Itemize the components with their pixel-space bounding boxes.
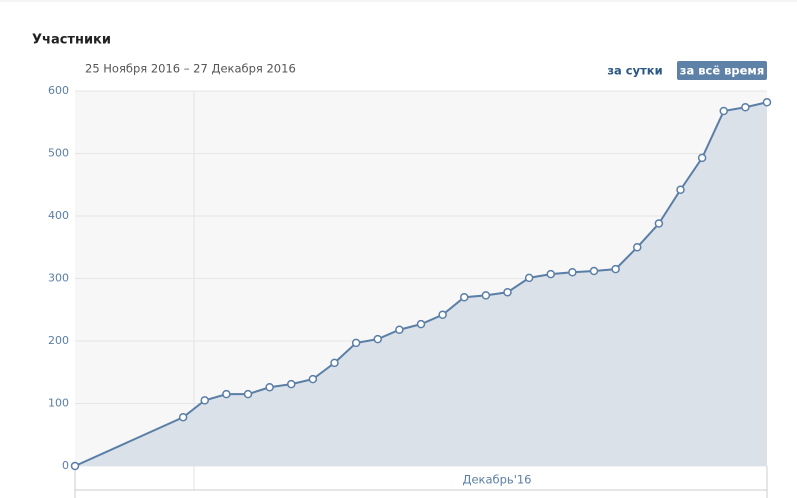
period-button[interactable]: за сутки: [607, 64, 662, 78]
y-tick-label: 600: [48, 84, 69, 97]
y-tick-label: 0: [62, 459, 69, 472]
point: [200, 396, 209, 405]
point: [330, 358, 339, 368]
y-tick-label: 100: [48, 397, 69, 410]
point: [654, 219, 664, 228]
point: [697, 153, 707, 163]
point: [395, 325, 404, 334]
point: [460, 293, 469, 302]
point: [287, 379, 296, 389]
point: [308, 374, 318, 384]
point: [178, 413, 188, 422]
point: [676, 185, 685, 194]
point: [222, 389, 231, 399]
date-range: 25 Ноября 2016 – 27 Декабря 2016: [85, 62, 296, 76]
point: [611, 264, 620, 274]
y-tick-label: 200: [48, 334, 69, 347]
x-axis-label: Декабрь'16: [462, 473, 531, 487]
point: [438, 310, 447, 319]
point: [481, 291, 491, 300]
point: [568, 268, 577, 277]
y-tick-label: 400: [48, 209, 69, 222]
y-tick-label: 500: [48, 147, 69, 160]
point: [589, 266, 599, 276]
point: [416, 319, 426, 329]
point: [719, 106, 728, 116]
point: [373, 334, 382, 344]
point: [70, 461, 80, 471]
point: [633, 243, 642, 252]
button-bg[interactable]: [677, 61, 767, 80]
y-tick-label: 300: [48, 272, 69, 285]
period-button[interactable]: за всё время: [680, 64, 764, 78]
point: [503, 288, 512, 297]
point: [741, 103, 750, 112]
point: [524, 273, 534, 283]
point: [243, 389, 253, 399]
point: [546, 269, 555, 279]
point: [265, 383, 274, 392]
point: [762, 98, 772, 107]
chart-title: Участники: [32, 33, 111, 48]
point: [351, 338, 361, 348]
area: [75, 102, 767, 466]
